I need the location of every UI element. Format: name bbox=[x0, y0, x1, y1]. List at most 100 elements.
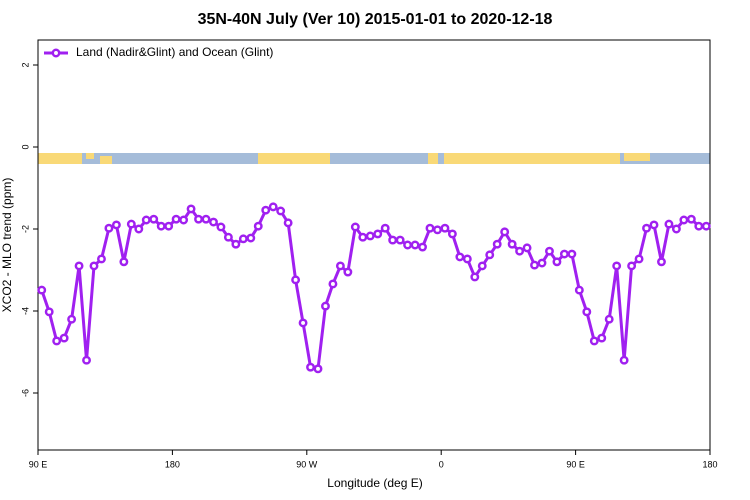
x-tick-label: 90 E bbox=[29, 459, 48, 469]
data-point bbox=[649, 220, 659, 230]
data-point bbox=[358, 232, 368, 242]
data-point bbox=[642, 223, 651, 233]
data-point bbox=[298, 318, 308, 328]
data-point bbox=[395, 235, 405, 245]
data-point bbox=[545, 246, 554, 256]
data-point bbox=[373, 229, 383, 239]
y-tick-label: -4 bbox=[20, 307, 30, 315]
data-point bbox=[253, 221, 263, 231]
data-point bbox=[104, 223, 114, 233]
data-point bbox=[59, 333, 69, 343]
data-point bbox=[694, 221, 704, 231]
y-tick-label: -2 bbox=[20, 225, 30, 233]
y-tick-label: 0 bbox=[20, 145, 30, 150]
data-point bbox=[447, 229, 457, 239]
data-point bbox=[119, 257, 129, 267]
data-point bbox=[679, 215, 689, 225]
data-point bbox=[388, 235, 398, 245]
data-point bbox=[515, 246, 525, 256]
x-tick-label: 90 E bbox=[566, 459, 585, 469]
data-point bbox=[582, 307, 592, 317]
data-point bbox=[634, 254, 644, 264]
data-point bbox=[291, 275, 301, 285]
data-point bbox=[410, 240, 420, 250]
data-point bbox=[440, 223, 450, 233]
data-point bbox=[328, 279, 338, 289]
data-point bbox=[97, 254, 106, 264]
data-point bbox=[82, 355, 91, 365]
data-point bbox=[111, 220, 121, 230]
data-point bbox=[552, 257, 562, 267]
data-point bbox=[612, 261, 622, 271]
data-point bbox=[701, 221, 711, 231]
data-point bbox=[597, 333, 607, 343]
data-point bbox=[433, 225, 442, 235]
data-point bbox=[589, 336, 599, 346]
data-point bbox=[627, 261, 637, 271]
data-point bbox=[477, 261, 487, 271]
data-point bbox=[209, 217, 218, 227]
data-point bbox=[141, 215, 151, 225]
data-point bbox=[567, 249, 577, 259]
data-point bbox=[283, 218, 293, 228]
data-point bbox=[470, 272, 480, 282]
data-point bbox=[268, 202, 278, 212]
data-point bbox=[313, 364, 323, 374]
data-point bbox=[559, 249, 569, 259]
data-point bbox=[246, 233, 256, 243]
data-point bbox=[321, 301, 330, 311]
data-point bbox=[350, 222, 360, 232]
data-point bbox=[126, 219, 136, 229]
data-point bbox=[74, 261, 84, 271]
y-axis-label: XCO2 - MLO trend (ppm) bbox=[0, 178, 14, 313]
data-point bbox=[179, 215, 189, 225]
data-point bbox=[186, 204, 196, 214]
x-tick-label: 90 W bbox=[296, 459, 318, 469]
data-point bbox=[500, 227, 510, 237]
data-point bbox=[380, 223, 390, 233]
data-point bbox=[604, 314, 614, 324]
data-point bbox=[574, 285, 584, 295]
x-tick-label: 180 bbox=[165, 459, 180, 469]
data-point bbox=[403, 240, 413, 250]
data-point bbox=[89, 261, 99, 271]
data-point bbox=[425, 223, 435, 233]
data-point bbox=[231, 239, 241, 249]
x-tick-label: 0 bbox=[439, 459, 444, 469]
data-point bbox=[238, 234, 248, 244]
legend-marker bbox=[51, 48, 61, 58]
data-point bbox=[418, 242, 427, 252]
data-point bbox=[261, 205, 271, 215]
data-point bbox=[455, 252, 465, 262]
data-point bbox=[507, 239, 517, 249]
x-axis-label: Longitude (deg E) bbox=[327, 476, 422, 490]
data-point bbox=[492, 239, 502, 249]
data-point bbox=[216, 222, 226, 232]
plot-frame bbox=[37, 39, 711, 451]
data-point bbox=[44, 307, 54, 317]
data-point bbox=[67, 314, 77, 324]
data-point bbox=[52, 336, 62, 346]
data-point bbox=[171, 214, 181, 224]
data-point bbox=[522, 243, 532, 253]
data-point bbox=[462, 254, 472, 264]
x-tick-label: 180 bbox=[702, 459, 717, 469]
data-point bbox=[686, 214, 696, 224]
y-tick-label: -6 bbox=[20, 389, 30, 397]
data-point bbox=[657, 257, 666, 267]
data-point bbox=[306, 362, 315, 372]
data-point bbox=[530, 260, 539, 270]
data-point bbox=[164, 221, 174, 231]
data-point bbox=[37, 285, 47, 295]
data-point bbox=[485, 250, 495, 260]
chart-title: 35N-40N July (Ver 10) 2015-01-01 to 2020… bbox=[198, 11, 553, 28]
data-point bbox=[671, 224, 681, 234]
data-point bbox=[276, 206, 286, 216]
land-ocean-strip bbox=[38, 153, 710, 164]
data-point bbox=[343, 267, 353, 277]
data-point bbox=[664, 219, 674, 229]
data-point bbox=[619, 355, 629, 365]
data-point bbox=[194, 214, 203, 224]
data-point bbox=[537, 258, 547, 268]
data-point bbox=[335, 261, 345, 271]
